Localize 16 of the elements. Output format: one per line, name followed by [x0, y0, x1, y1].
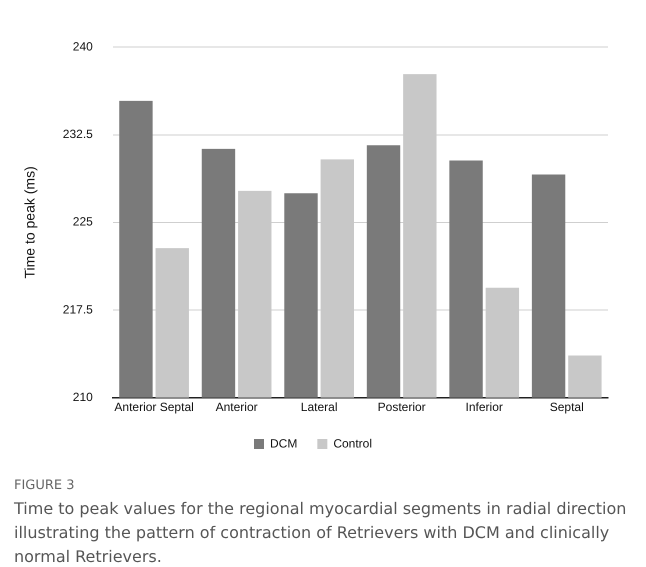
y-tick-label: 232.5	[62, 127, 94, 142]
x-tick-label: Posterior	[378, 400, 426, 414]
x-tick-label: Anterior Septal	[114, 400, 194, 414]
legend-label: Control	[333, 436, 372, 450]
text: Time to peak values for the regional myocardial segments in radial direction illustrating the pattern of contraction of Retrievers with DCM and clinically normal Retrievers.	[14, 498, 628, 567]
x-tick-label: Inferior	[466, 400, 503, 414]
legend-label: DCM	[270, 436, 298, 450]
y-tick-label: 225	[72, 214, 94, 229]
y-tick-label: 210	[72, 390, 94, 404]
y-axis-title: Time to peak (ms)	[21, 166, 38, 279]
y-tick-label: 217.5	[62, 302, 94, 316]
x-tick-label: Anterior	[216, 400, 258, 414]
caption: FIGURE 3	[14, 478, 76, 493]
y-tick-label: 240	[72, 40, 94, 54]
x-tick-label: Lateral	[300, 400, 338, 414]
x-tick-label: Septal	[550, 400, 584, 414]
